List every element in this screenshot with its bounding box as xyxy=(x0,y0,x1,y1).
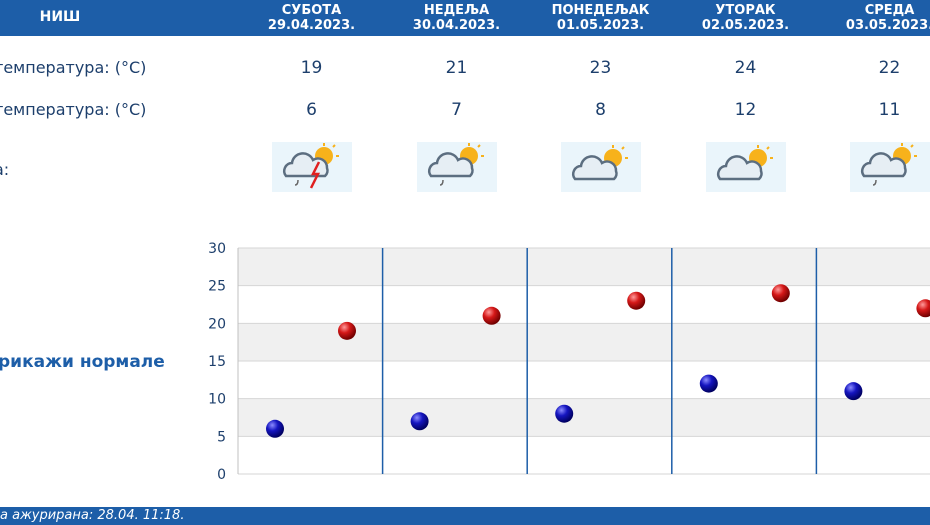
min-temp-value: 8 xyxy=(595,100,606,120)
partly-cloudy-rain-icon xyxy=(417,142,497,192)
data-points xyxy=(266,284,930,438)
day-header: УТОРАК 02.05.2023. xyxy=(673,3,818,33)
max-temp-label: температура: (°C) xyxy=(0,58,147,77)
day-header: НЕДЕЉА 30.04.2023. xyxy=(384,3,529,33)
min-temp-point xyxy=(555,404,574,423)
y-tick-label: 30 xyxy=(208,241,226,257)
partly-cloudy-rain-icon xyxy=(850,142,930,192)
max-temp-point xyxy=(627,291,646,310)
max-temp-point xyxy=(338,321,356,340)
max-temp-value: 21 xyxy=(445,58,468,78)
max-temp-value: 19 xyxy=(300,58,323,78)
update-footer: а ажурирана: 28.04. 11:18. xyxy=(0,507,930,525)
y-tick-label: 10 xyxy=(208,392,226,408)
grid-lines xyxy=(237,247,930,475)
day-header: ПОНЕДЕЉАК 01.05.2023. xyxy=(528,3,673,33)
day-header: СУБОТА 29.04.2023. xyxy=(239,3,384,33)
forecast-header: НИШ СУБОТА 29.04.2023. НЕДЕЉА 30.04.2023… xyxy=(0,0,930,36)
max-temp-point xyxy=(482,306,501,325)
day-dividers xyxy=(381,248,818,474)
weather-label: а: xyxy=(0,160,10,179)
day-header: СРЕДА 03.05.2023. xyxy=(817,3,930,33)
min-temp-value: 12 xyxy=(734,100,757,120)
updated-value: 28.04. 11:18. xyxy=(97,508,185,523)
y-axis: 0 5 10 15 20 25 30 xyxy=(208,241,226,483)
y-tick-label: 25 xyxy=(208,279,226,295)
partly-cloudy-icon xyxy=(706,142,786,192)
day-name: СУБОТА xyxy=(281,3,342,18)
min-temp-point xyxy=(699,374,718,393)
max-temp-point xyxy=(771,284,790,303)
day-name: НЕДЕЉА xyxy=(423,3,490,18)
grid-band xyxy=(238,248,930,286)
day-date: 01.05.2023. xyxy=(556,18,645,33)
max-temp-value: 22 xyxy=(878,58,901,78)
y-tick-label: 0 xyxy=(217,467,226,483)
max-temp-point xyxy=(916,299,930,318)
min-temp-label: температура: (°C) xyxy=(0,100,147,119)
updated-label: а ажурирана: xyxy=(0,508,94,523)
min-temp-value: 11 xyxy=(878,100,901,120)
grid-band xyxy=(238,398,930,437)
y-tick-label: 20 xyxy=(208,316,226,332)
day-date: 29.04.2023. xyxy=(267,18,356,33)
day-name: УТОРАК xyxy=(715,3,776,18)
partly-cloudy-thunder-rain-icon xyxy=(272,142,352,192)
min-temp-point xyxy=(266,419,284,438)
grid-bands xyxy=(238,248,930,474)
grid-band xyxy=(238,436,930,474)
day-date: 02.05.2023. xyxy=(701,18,790,33)
partly-cloudy-icon xyxy=(561,142,641,192)
y-tick-label: 5 xyxy=(217,429,226,445)
city-name: НИШ xyxy=(39,9,81,25)
grid-band xyxy=(238,285,930,324)
min-temp-point xyxy=(410,412,429,431)
y-tick-label: 15 xyxy=(208,354,226,370)
day-date: 03.05.2023. xyxy=(845,18,930,33)
min-temp-point xyxy=(844,382,863,401)
min-temp-value: 7 xyxy=(451,100,462,120)
grid-band xyxy=(238,361,930,399)
day-date: 30.04.2023. xyxy=(412,18,501,33)
max-temp-value: 23 xyxy=(589,58,612,78)
max-temp-value: 24 xyxy=(734,58,757,78)
day-name: СРЕДА xyxy=(864,3,915,18)
show-normals-toggle[interactable]: рикажи нормале xyxy=(0,352,165,372)
day-name: ПОНЕДЕЉАК xyxy=(551,3,650,18)
min-temp-value: 6 xyxy=(306,100,317,120)
